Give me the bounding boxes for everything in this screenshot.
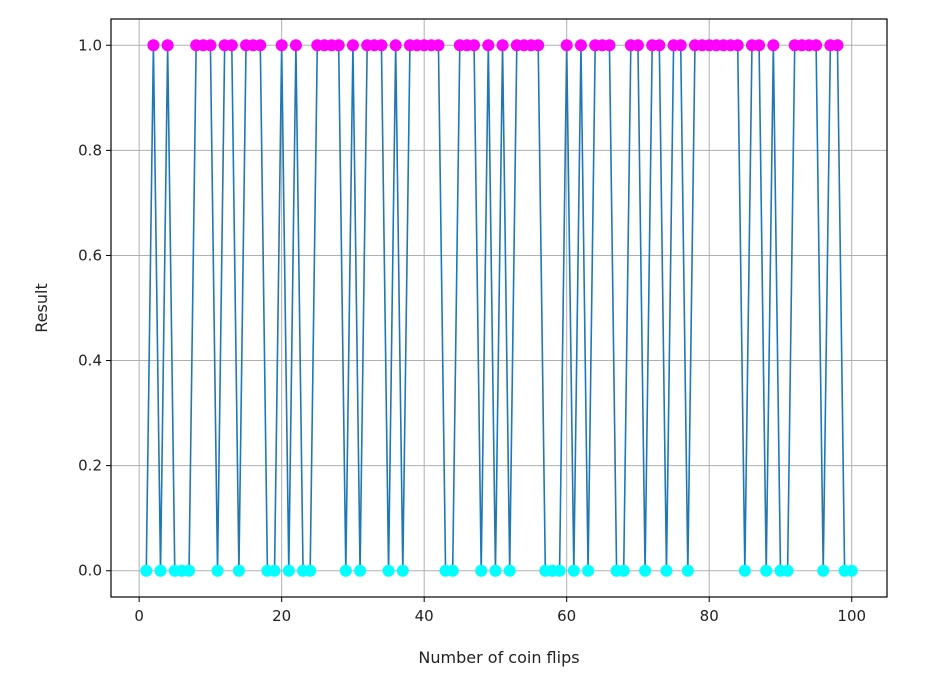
- data-point-tails: [845, 564, 858, 577]
- data-point-tails: [738, 564, 751, 577]
- data-point-tails: [567, 564, 580, 577]
- data-point-heads: [468, 39, 481, 52]
- data-point-tails: [475, 564, 488, 577]
- data-point-tails: [817, 564, 830, 577]
- series-line-group: [145, 44, 852, 572]
- data-point-heads: [810, 39, 823, 52]
- data-point-heads: [767, 39, 780, 52]
- data-point-heads: [753, 39, 766, 52]
- data-point-tails: [382, 564, 395, 577]
- data-point-tails: [282, 564, 295, 577]
- data-point-tails: [211, 564, 224, 577]
- data-point-tails: [183, 564, 196, 577]
- x-tick-label: 20: [272, 607, 291, 625]
- data-point-heads: [275, 39, 288, 52]
- data-point-tails: [582, 564, 595, 577]
- data-point-tails: [140, 564, 153, 577]
- axis-ticks: 0 20 40 60 80 100 0.0 0.2 0.4 0.6 0.8 1.0: [78, 36, 866, 625]
- data-point-tails: [781, 564, 794, 577]
- data-point-heads: [289, 39, 302, 52]
- data-point-tails: [760, 564, 773, 577]
- data-point-heads: [254, 39, 267, 52]
- data-point-tails: [354, 564, 367, 577]
- y-tick-label: 0.0: [78, 562, 102, 580]
- data-point-tails: [154, 564, 167, 577]
- data-point-heads: [603, 39, 616, 52]
- data-point-tails: [304, 564, 317, 577]
- data-point-heads: [346, 39, 359, 52]
- y-tick-label: 1.0: [78, 36, 102, 54]
- data-point-tails: [268, 564, 281, 577]
- x-tick-label: 40: [415, 607, 434, 625]
- data-markers: [140, 39, 858, 577]
- data-point-heads: [161, 39, 174, 52]
- data-point-heads: [560, 39, 573, 52]
- data-point-heads: [653, 39, 666, 52]
- data-point-tails: [232, 564, 245, 577]
- data-point-heads: [332, 39, 345, 52]
- data-point-heads: [389, 39, 402, 52]
- y-tick-label: 0.6: [78, 246, 102, 264]
- data-point-heads: [631, 39, 644, 52]
- data-point-heads: [574, 39, 587, 52]
- plot-area-frame: [110, 18, 888, 598]
- data-point-tails: [639, 564, 652, 577]
- data-point-heads: [532, 39, 545, 52]
- y-tick-label: 0.2: [78, 457, 102, 475]
- data-point-tails: [681, 564, 694, 577]
- data-point-heads: [225, 39, 238, 52]
- x-tick-label: 100: [837, 607, 866, 625]
- y-tick-label: 0.8: [78, 141, 102, 159]
- x-tick-label: 80: [700, 607, 719, 625]
- data-point-tails: [396, 564, 409, 577]
- y-axis-title: Result: [32, 283, 51, 332]
- x-tick-label: 60: [557, 607, 576, 625]
- data-point-tails: [660, 564, 673, 577]
- data-point-tails: [489, 564, 502, 577]
- data-point-heads: [731, 39, 744, 52]
- data-point-heads: [482, 39, 495, 52]
- data-point-tails: [446, 564, 459, 577]
- data-point-heads: [831, 39, 844, 52]
- data-point-tails: [617, 564, 630, 577]
- data-point-tails: [339, 564, 352, 577]
- data-point-heads: [496, 39, 509, 52]
- data-point-heads: [204, 39, 217, 52]
- x-tick-label: 0: [134, 607, 144, 625]
- data-point-heads: [674, 39, 687, 52]
- y-tick-label: 0.4: [78, 352, 102, 370]
- data-point-tails: [553, 564, 566, 577]
- x-axis-title: Number of coin flips: [418, 648, 579, 667]
- series-line: [145, 44, 852, 572]
- data-point-heads: [147, 39, 160, 52]
- data-point-tails: [503, 564, 516, 577]
- data-point-heads: [375, 39, 388, 52]
- data-point-heads: [432, 39, 445, 52]
